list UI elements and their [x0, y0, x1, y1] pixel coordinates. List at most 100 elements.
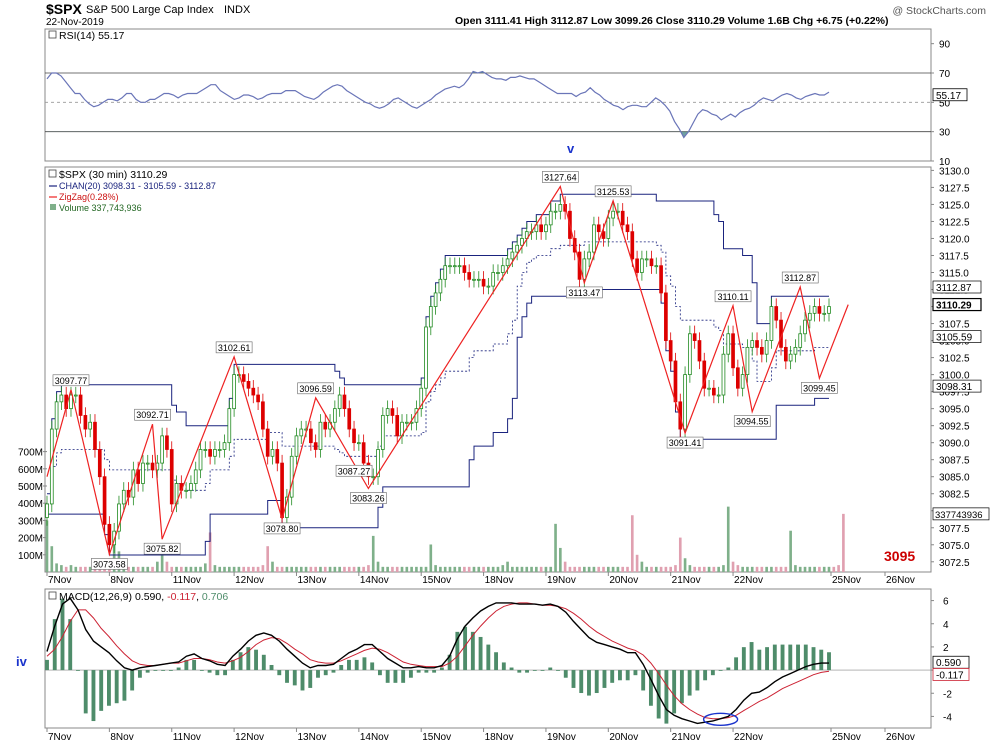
candle-body [505, 258, 510, 267]
volume-bar [156, 561, 159, 572]
pivot-label: 3073.58 [93, 559, 126, 569]
candle-body [759, 346, 764, 355]
volume-bar [180, 566, 183, 572]
copyright: @ StockCharts.com [892, 5, 986, 17]
macd-histogram-bar [393, 670, 398, 683]
candle-body [184, 489, 188, 492]
volume-bar [578, 566, 581, 572]
volume-bar [381, 566, 385, 572]
macd-xtick-label: 20Nov [609, 732, 638, 743]
price-ytick-label: 3092.5 [939, 422, 970, 433]
pivot-label: 3078.80 [266, 524, 299, 534]
candle-body [664, 292, 668, 341]
pivot-label: 3113.47 [568, 288, 600, 298]
volume-bar [794, 565, 797, 572]
macd-xtick-label: 13Nov [297, 732, 326, 743]
volume-last-box [932, 507, 990, 521]
macd-ytick-label: -4 [943, 712, 952, 723]
candle-body [448, 265, 452, 268]
macd-histogram-bar [780, 644, 785, 671]
pivot-label: 3092.71 [136, 410, 169, 420]
volume-legend-text: Volume 337,743,936 [59, 203, 142, 213]
candle-body [265, 428, 270, 457]
volume-bar [347, 566, 351, 572]
price-ytick-label: 3097.5 [939, 388, 970, 399]
macd-histogram-bar [416, 670, 421, 673]
volume-bar [822, 566, 826, 572]
price-xtick-label: 13Nov [297, 575, 326, 586]
macd-signal-line [46, 602, 830, 720]
candle-body [251, 387, 256, 396]
price-legend-title: $SPX (30 min) 3110.29 [59, 169, 168, 181]
volume-bar [750, 566, 754, 572]
price-ytick-label: 3077.5 [939, 524, 970, 535]
macd-histogram-bar [408, 670, 413, 678]
candle-body [246, 381, 251, 389]
volume-bar [803, 566, 807, 572]
candle-body [438, 278, 443, 294]
macd-histogram-bar [246, 647, 251, 671]
price-xtick-label: 22Nov [734, 575, 763, 586]
candle-body [544, 224, 548, 233]
candle-body [385, 408, 390, 416]
candle-body [644, 258, 649, 261]
rsi-line [46, 70, 830, 139]
volume-ytick-label: 300M [18, 516, 43, 527]
macd-histogram-bar [672, 670, 677, 714]
macd-signal-last-label: -0.117 [936, 670, 964, 681]
volume-bar [482, 566, 485, 572]
candle-body [141, 462, 145, 484]
pivot-label: 3083.26 [352, 494, 385, 504]
candle-body [481, 278, 486, 287]
macd-histogram-bar [385, 670, 390, 683]
volume-bar [275, 566, 279, 572]
candle-body [443, 265, 448, 280]
volume-ytick-label: 100M [18, 551, 43, 562]
candle-body [189, 483, 193, 491]
price-xtick-label: 20Nov [609, 575, 638, 586]
candle-body [280, 462, 284, 518]
candle-body [678, 401, 683, 430]
macd-histogram-bar [679, 670, 684, 704]
volume-bar [808, 566, 812, 572]
candle-body [352, 428, 356, 444]
volume-bar [779, 566, 783, 572]
price-ytick-label: 3127.5 [939, 183, 970, 194]
candle-body [491, 272, 496, 287]
macd-histogram-bar [501, 662, 506, 671]
volume-bar [223, 566, 226, 572]
volume-bar [731, 561, 735, 572]
volume-bar [827, 566, 831, 572]
volume-bar [323, 566, 327, 572]
pivot-label-box [733, 415, 771, 428]
volume-bar [271, 561, 274, 572]
candle-body [745, 346, 750, 376]
macd-legend: MACD(12,26,9) 0.590, -0.117, 0.706 [48, 591, 228, 603]
volume-bar [419, 566, 423, 572]
candle-body [635, 258, 639, 273]
volume-bar [175, 566, 178, 572]
candle-body [630, 231, 635, 260]
volume-bar [261, 565, 265, 572]
price-xtick-label: 12Nov [235, 575, 264, 586]
candle-body [740, 374, 745, 389]
pivot-label-box [335, 464, 373, 477]
volume-bar [74, 566, 78, 572]
macd-histogram-bar [316, 670, 320, 678]
volume-bar [544, 566, 548, 572]
candle-body [395, 415, 400, 437]
pivot-label: 3112.87 [784, 273, 816, 283]
volume-bar [674, 565, 677, 572]
macd-legend-sep1: , [161, 591, 167, 603]
volume-bar [84, 566, 87, 572]
rsi-last-box [932, 88, 968, 102]
macd-histogram-bar [811, 647, 816, 671]
volume-bar [654, 566, 658, 572]
macd-xtick-label: 11Nov [173, 732, 201, 743]
macd-histogram-bar [424, 670, 429, 673]
volume-bar [669, 566, 673, 572]
volume-ytick-label: 500M [18, 482, 43, 493]
volume-bar [549, 566, 553, 572]
volume-bar [386, 566, 389, 572]
